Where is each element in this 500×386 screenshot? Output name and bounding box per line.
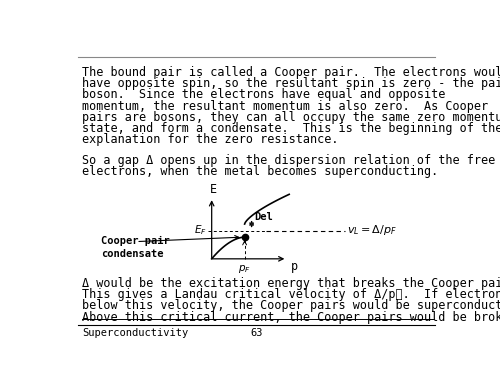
Text: $p_F$: $p_F$ xyxy=(238,263,251,275)
Text: So a gap Δ opens up in the dispersion relation of the free: So a gap Δ opens up in the dispersion re… xyxy=(82,154,495,167)
Text: Superconductivity: Superconductivity xyxy=(82,328,188,338)
Text: electrons, when the metal becomes superconducting.: electrons, when the metal becomes superc… xyxy=(82,165,438,178)
Text: 63: 63 xyxy=(250,328,262,338)
Text: explanation for the zero resistance.: explanation for the zero resistance. xyxy=(82,134,338,146)
Text: Above this critical current, the Cooper pairs would be broken.: Above this critical current, the Cooper … xyxy=(82,311,500,323)
Text: pairs are bosons, they can all occupy the same zero momentum: pairs are bosons, they can all occupy th… xyxy=(82,111,500,124)
Text: Cooper pair
condensate: Cooper pair condensate xyxy=(101,235,170,259)
Text: Del: Del xyxy=(254,212,274,222)
Text: momentum, the resultant momentum is also zero.  As Cooper: momentum, the resultant momentum is also… xyxy=(82,100,488,113)
Text: $E_F$: $E_F$ xyxy=(194,224,206,237)
Text: $v_L = \Delta/p_F$: $v_L = \Delta/p_F$ xyxy=(348,223,397,237)
Text: Δ would be the excitation energy that breaks the Cooper pair.: Δ would be the excitation energy that br… xyxy=(82,277,500,290)
Text: This gives a Landau critical velocity of Δ/p₟.  If electrons flow: This gives a Landau critical velocity of… xyxy=(82,288,500,301)
Text: p: p xyxy=(291,260,298,273)
Text: have opposite spin, so the resultant spin is zero - the pair is a: have opposite spin, so the resultant spi… xyxy=(82,77,500,90)
Text: state, and form a condensate.  This is the beginning of the: state, and form a condensate. This is th… xyxy=(82,122,500,135)
Text: The bound pair is called a Cooper pair.  The electrons would: The bound pair is called a Cooper pair. … xyxy=(82,66,500,79)
Text: below this velocity, the Cooper pairs would be superconducting.: below this velocity, the Cooper pairs wo… xyxy=(82,299,500,312)
Text: boson.  Since the electrons have equal and opposite: boson. Since the electrons have equal an… xyxy=(82,88,446,101)
Text: E: E xyxy=(210,183,217,196)
